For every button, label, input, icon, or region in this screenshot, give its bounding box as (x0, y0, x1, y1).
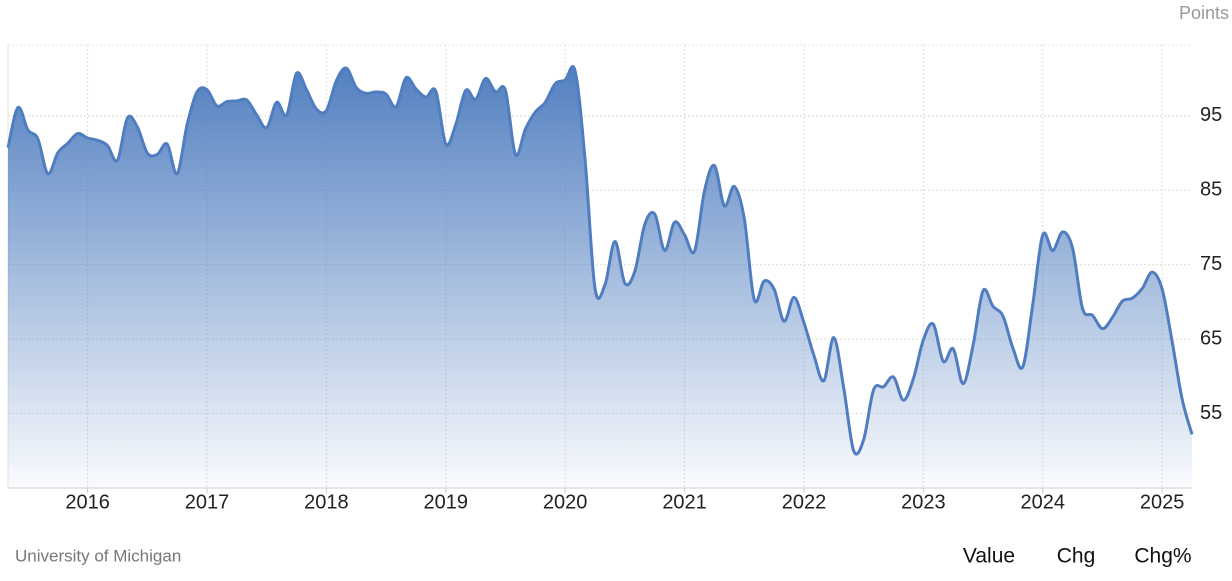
y-tick-label: 75 (1200, 253, 1222, 275)
x-tick-label: 2017 (185, 491, 230, 513)
x-tick-label: 2016 (65, 491, 110, 513)
y-tick-label: 85 (1200, 178, 1222, 200)
x-tick-label: 2018 (304, 491, 349, 513)
y-axis-label: Points (1179, 3, 1229, 23)
y-tick-label: 95 (1200, 104, 1222, 126)
tab[interactable]: Chg (1057, 545, 1096, 568)
line (6, 65, 1194, 456)
x-tick-label: 2025 (1140, 491, 1185, 513)
tab[interactable]: Value (963, 545, 1015, 568)
tab[interactable]: Chg% (1134, 545, 1191, 568)
y-tick-label: 55 (1200, 402, 1222, 424)
y-tick-label: 65 (1200, 327, 1222, 349)
x-tick-label: 2023 (901, 491, 946, 513)
x-tick-label: 2022 (782, 491, 827, 513)
x-tick-label: 2024 (1021, 491, 1066, 513)
x-tick-label: 2021 (662, 491, 707, 513)
x-tick-label: 2019 (424, 491, 469, 513)
x-tick-label: 2020 (543, 491, 588, 513)
source: University of Michigan (15, 546, 181, 565)
